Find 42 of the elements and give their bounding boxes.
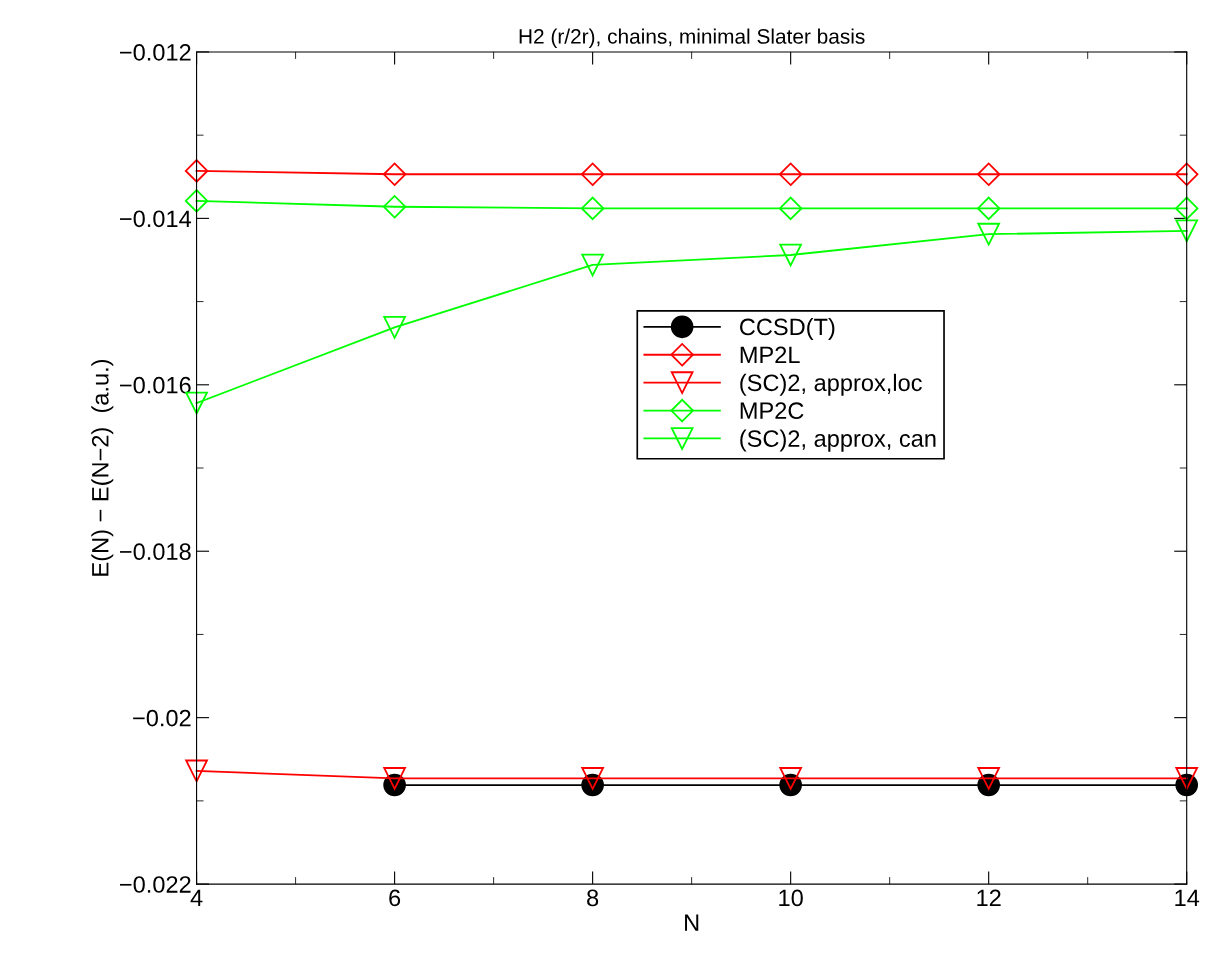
point — [382, 195, 407, 219]
y-tick-label: −0.02 — [133, 709, 191, 727]
legend-label: (SC)2, approx,loc — [740, 373, 922, 396]
x-axis-title: N — [685, 914, 699, 931]
y-axis-title: E(N) − E(N−2) (a.u.) — [91, 359, 114, 576]
point — [184, 159, 209, 183]
point — [779, 767, 802, 790]
point — [1175, 219, 1199, 243]
x-tick-label: 6 — [389, 889, 401, 907]
point — [977, 767, 1001, 790]
legend-label: (SC)2, approx, can — [740, 429, 936, 452]
point — [580, 196, 605, 221]
point — [1175, 767, 1199, 790]
x-tick-label: 10 — [779, 889, 803, 907]
point — [778, 162, 803, 186]
y-tick-label: −0.022 — [120, 876, 191, 893]
point — [778, 196, 803, 221]
y-tick-label: −0.018 — [120, 543, 191, 561]
y-tick-label: −0.016 — [120, 376, 191, 394]
point — [977, 222, 1001, 246]
x-tick-label: 8 — [587, 889, 599, 907]
point — [976, 196, 1001, 221]
legend-label: MP2C — [740, 402, 804, 420]
point — [383, 316, 406, 339]
x-tick-label: 12 — [977, 889, 1001, 907]
x-tick-label: 14 — [1175, 889, 1200, 907]
legend-label: MP2L — [740, 346, 800, 363]
point — [1174, 196, 1199, 221]
y-tick-label: −0.014 — [120, 210, 192, 228]
point — [581, 253, 604, 277]
point — [580, 162, 605, 186]
point — [382, 162, 407, 186]
point — [976, 162, 1001, 186]
point — [1174, 162, 1199, 186]
point — [581, 767, 604, 790]
y-tick-label: −0.012 — [120, 44, 191, 61]
legend-label: CCSD(T) — [740, 317, 835, 340]
point — [383, 767, 406, 790]
point — [779, 243, 802, 267]
chart-title: H2 (r/2r), chains, minimal Slater basis — [519, 28, 865, 48]
x-tick-label: 4 — [190, 889, 203, 907]
point — [185, 759, 208, 783]
